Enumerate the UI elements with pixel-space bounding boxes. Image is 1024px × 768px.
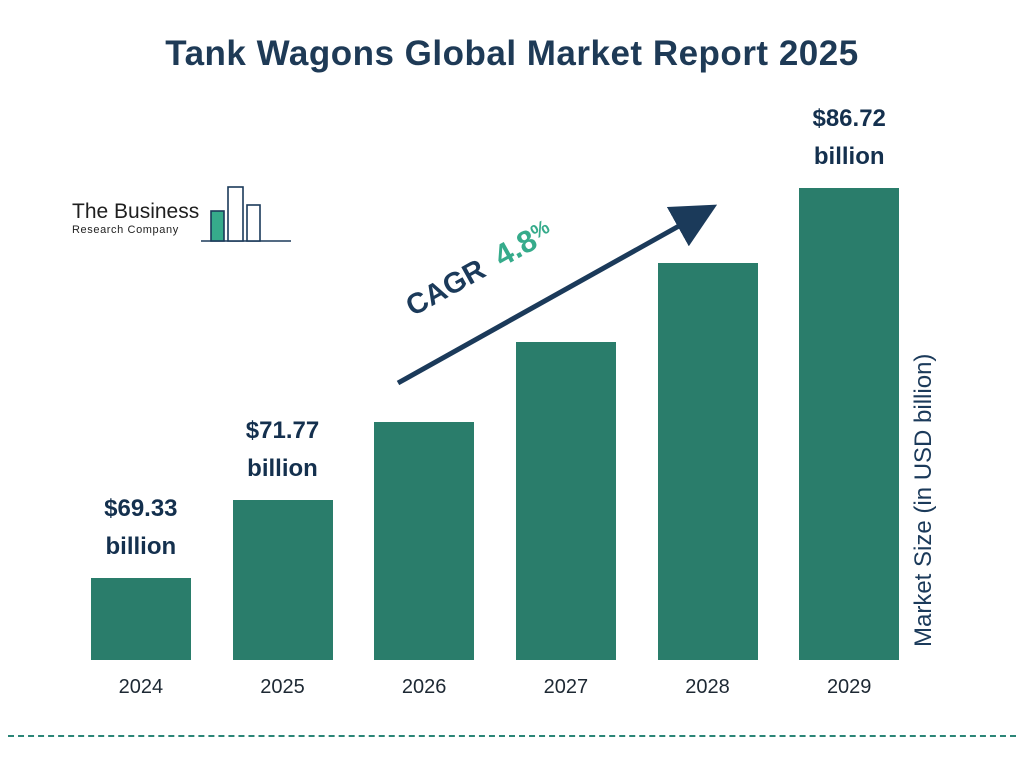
logo-name-line2: Research Company <box>72 224 179 236</box>
bar-column: $69.33 billion 2024 <box>70 100 212 700</box>
bottom-dashed-line <box>8 735 1016 737</box>
bar-value-unit: billion <box>813 143 885 170</box>
bar-value-unit: billion <box>105 533 177 560</box>
bar-value-unit: billion <box>247 455 318 482</box>
bar-column: 2027 <box>495 100 637 700</box>
bar <box>232 500 333 660</box>
bar-column: 2026 <box>353 100 495 700</box>
bar <box>374 422 475 660</box>
y-axis-label: Market Size (in USD billion) <box>910 353 937 647</box>
bar <box>799 188 900 661</box>
bar-value-label: $71.77 billion <box>246 412 319 488</box>
x-axis-tick-label: 2028 <box>685 676 730 698</box>
logo-bars-icon <box>201 186 292 242</box>
x-axis-tick-label: 2025 <box>260 676 305 698</box>
x-axis-tick-label: 2029 <box>826 676 872 699</box>
x-axis-tick-label: 2024 <box>118 676 164 698</box>
bar-value-label: $69.33 billion <box>104 490 177 566</box>
x-axis-tick-label: 2026 <box>401 676 447 698</box>
bar <box>515 342 616 660</box>
bar-column: 2028 <box>637 100 779 700</box>
bar-column: $86.72 billion 2029 <box>778 100 920 700</box>
logo-name-line1: The Business <box>72 200 200 223</box>
bar-value-amount: $86.72 <box>812 105 886 132</box>
bar-value-amount: $71.77 <box>245 417 320 444</box>
bar-chart: $69.33 billion 2024 $71.77 billion 2025 2026 20… <box>70 100 920 700</box>
company-logo: The Business Research Company <box>72 180 293 246</box>
bar-column: $71.77 billion 2025 <box>212 100 354 700</box>
x-axis-tick-label: 2027 <box>543 676 589 698</box>
bar-value-amount: $69.33 <box>104 495 178 522</box>
page-title: Tank Wagons Global Market Report 2025 <box>165 34 859 73</box>
bar <box>657 263 758 660</box>
bar-value-label: $86.72 billion <box>812 100 885 176</box>
bar <box>90 578 191 660</box>
logo-text: The Business Research Company <box>72 200 199 246</box>
